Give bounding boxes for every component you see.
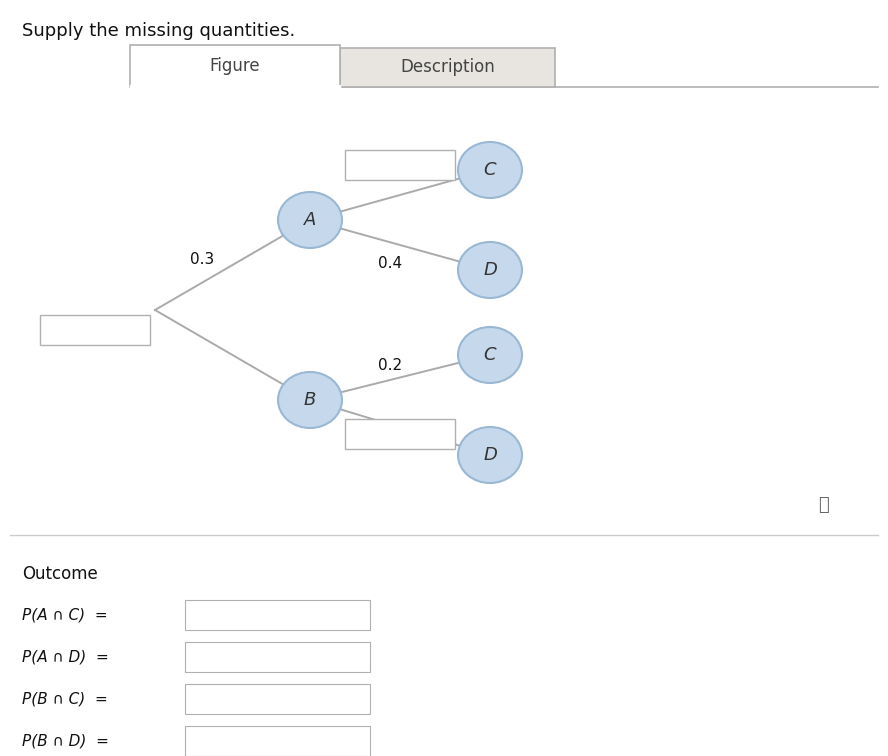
Ellipse shape xyxy=(278,192,342,248)
FancyBboxPatch shape xyxy=(185,684,370,714)
Text: 0.4: 0.4 xyxy=(378,256,402,271)
Text: P(B ∩ D)  =: P(B ∩ D) = xyxy=(22,733,109,748)
FancyBboxPatch shape xyxy=(185,642,370,672)
FancyBboxPatch shape xyxy=(345,150,455,180)
Text: Figure: Figure xyxy=(210,57,260,75)
FancyBboxPatch shape xyxy=(345,419,455,448)
Ellipse shape xyxy=(278,372,342,428)
Text: A: A xyxy=(304,211,316,229)
Text: C: C xyxy=(484,346,496,364)
Text: D: D xyxy=(483,261,497,279)
Text: D: D xyxy=(483,446,497,464)
Text: C: C xyxy=(484,161,496,179)
FancyBboxPatch shape xyxy=(185,600,370,630)
Text: 0.3: 0.3 xyxy=(190,253,215,268)
Text: P(A ∩ C)  =: P(A ∩ C) = xyxy=(22,608,107,622)
Text: Supply the missing quantities.: Supply the missing quantities. xyxy=(22,22,295,40)
Ellipse shape xyxy=(458,327,522,383)
Text: P(B ∩ C)  =: P(B ∩ C) = xyxy=(22,692,107,707)
Text: ⓘ: ⓘ xyxy=(818,496,829,514)
Text: Outcome: Outcome xyxy=(22,565,98,583)
FancyBboxPatch shape xyxy=(340,48,555,87)
FancyBboxPatch shape xyxy=(185,726,370,756)
Text: 0.2: 0.2 xyxy=(378,358,402,373)
Ellipse shape xyxy=(458,427,522,483)
Text: B: B xyxy=(304,391,316,409)
Text: P(A ∩ D)  =: P(A ∩ D) = xyxy=(22,649,108,665)
Text: Description: Description xyxy=(400,58,495,76)
FancyBboxPatch shape xyxy=(40,315,150,345)
Ellipse shape xyxy=(458,142,522,198)
FancyBboxPatch shape xyxy=(130,45,340,87)
Ellipse shape xyxy=(458,242,522,298)
